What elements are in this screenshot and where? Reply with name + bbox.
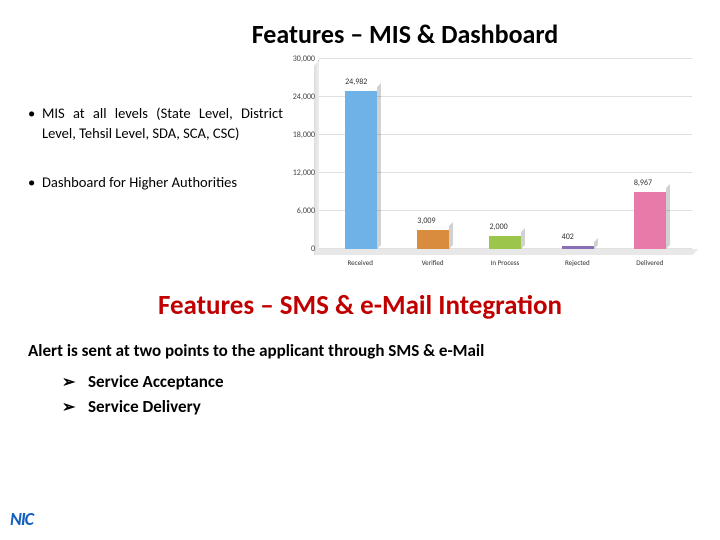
chart-x-tick-label: Rejected <box>553 258 601 267</box>
chart-x-tick-label: Delivered <box>626 258 674 267</box>
chart-bar <box>562 246 594 249</box>
arrow-icon: ➢ <box>62 372 88 392</box>
chart-gridline <box>319 58 692 59</box>
bullet-item: • Dashboard for Higher Authorities <box>28 173 283 193</box>
bar-chart: 06,00012,00018,00024,00030,000 24,9823,0… <box>283 60 692 267</box>
chart-x-labels: Received Verified In Process Rejected Delive… <box>318 258 692 267</box>
chart-bar-group: 8,967 <box>626 192 674 249</box>
chart-y-tick-label: 0 <box>311 244 319 254</box>
slide: Features – MIS & Dashboard • MIS at all … <box>0 0 720 540</box>
chart-bar-value-label: 2,000 <box>489 222 507 232</box>
arrow-list-item: ➢ Service Acceptance <box>62 371 692 392</box>
chart-plot-area: 06,00012,00018,00024,00030,000 24,9823,0… <box>318 60 692 250</box>
chart-bar <box>489 236 521 249</box>
chart-x-tick-label: Verified <box>409 258 457 267</box>
arrow-icon: ➢ <box>62 397 88 417</box>
bullet-dot-icon: • <box>28 173 42 193</box>
content-row: • MIS at all levels (State Level, Distri… <box>28 60 692 267</box>
bullet-text: Dashboard for Higher Authorities <box>42 173 237 193</box>
chart-bar-value-label: 24,982 <box>345 77 367 87</box>
chart-bar-group: 402 <box>554 246 602 249</box>
chart-bar <box>634 192 666 249</box>
chart-bar-value-label: 3,009 <box>417 216 435 226</box>
chart-y-tick-label: 18,000 <box>293 130 319 140</box>
chart-bars: 24,982 3,009 2,000 402 8,967 <box>319 60 692 249</box>
arrow-list-item: ➢ Service Delivery <box>62 396 692 417</box>
bullet-item: • MIS at all levels (State Level, Distri… <box>28 104 283 143</box>
bullet-text: MIS at all levels (State Level, District… <box>42 104 283 143</box>
chart-x-tick-label: Received <box>336 258 384 267</box>
chart-bar-group: 2,000 <box>481 236 529 249</box>
chart-bar-group: 3,009 <box>409 230 457 249</box>
chart-y-tick-label: 24,000 <box>293 92 319 102</box>
chart-bar <box>345 91 377 249</box>
heading-mis-dashboard: Features – MIS & Dashboard <box>118 18 692 50</box>
chart-3d-floor <box>314 249 698 255</box>
alert-text: Alert is sent at two points to the appli… <box>28 340 692 361</box>
chart-bar-value-label: 8,967 <box>634 178 652 188</box>
chart-x-tick-label: In Process <box>481 258 529 267</box>
chart-y-tick-label: 6,000 <box>297 206 319 216</box>
chart-y-tick-label: 30,000 <box>293 54 319 64</box>
bullet-dot-icon: • <box>28 104 42 143</box>
chart-bar <box>417 230 449 249</box>
chart-bar-value-label: 402 <box>562 232 574 242</box>
nic-logo: NIC <box>10 508 33 530</box>
chart-bar-group: 24,982 <box>337 91 385 249</box>
arrow-item-text: Service Delivery <box>88 396 201 417</box>
arrow-item-text: Service Acceptance <box>88 371 224 392</box>
heading-sms-email: Features – SMS & e-Mail Integration <box>28 289 692 322</box>
chart-y-tick-label: 12,000 <box>293 168 319 178</box>
bullet-list: • MIS at all levels (State Level, Distri… <box>28 60 283 223</box>
